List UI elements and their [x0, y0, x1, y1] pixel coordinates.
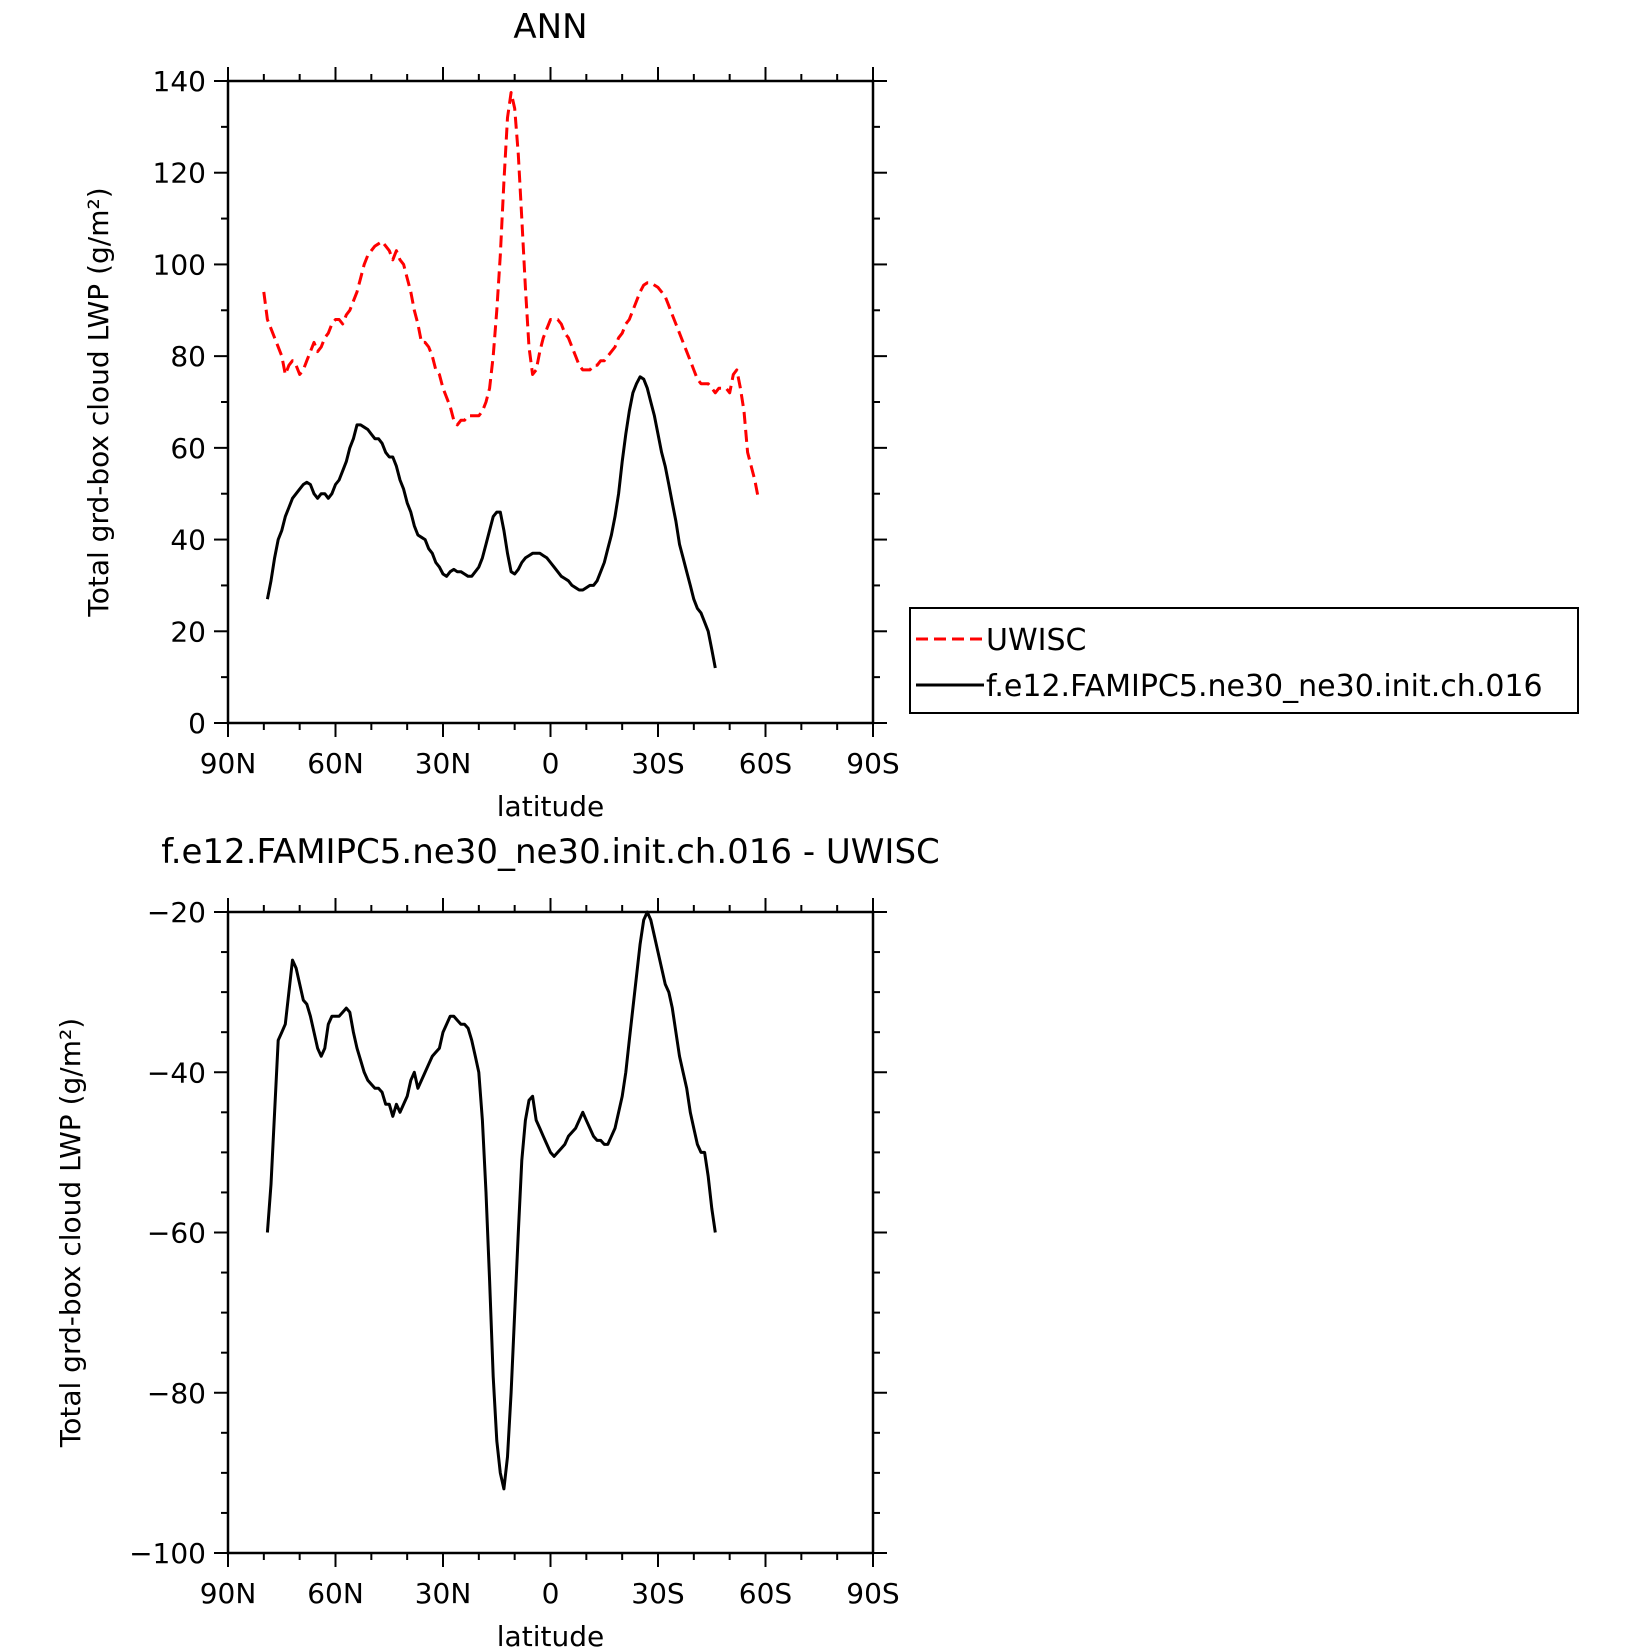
series-line-1 — [265, 375, 717, 669]
x-axis-label: latitude — [497, 790, 604, 823]
series-line-0 — [265, 910, 717, 1491]
y-tick-label: 120 — [153, 157, 206, 190]
x-tick-label: 30N — [415, 1577, 472, 1610]
x-tick-label: 0 — [542, 1577, 560, 1610]
x-tick-label: 0 — [542, 747, 560, 780]
x-tick-label: 30S — [631, 747, 684, 780]
x-tick-label: 90S — [846, 1577, 899, 1610]
y-tick-label: 100 — [153, 248, 206, 281]
x-tick-label: 60S — [739, 747, 792, 780]
legend-label-1: f.e12.FAMIPC5.ne30_ne30.init.ch.016 — [986, 669, 1543, 704]
x-tick-label: 90N — [200, 747, 257, 780]
legend: UWISC f.e12.FAMIPC5.ne30_ne30.init.ch.016 — [909, 607, 1579, 714]
y-tick-label: −100 — [129, 1537, 206, 1570]
y-tick-label: −20 — [147, 896, 206, 929]
series-line-0 — [262, 91, 760, 499]
x-tick-label: 30S — [631, 1577, 684, 1610]
y-tick-label: −40 — [147, 1056, 206, 1089]
bottom-panel-chart: f.e12.FAMIPC5.ne30_ne30.init.ch.016 - UW… — [54, 832, 940, 1652]
chart-title: f.e12.FAMIPC5.ne30_ne30.init.ch.016 - UW… — [161, 832, 940, 872]
y-tick-label: 20 — [170, 615, 206, 648]
y-tick-label: 140 — [153, 65, 206, 98]
y-tick-label: 60 — [170, 432, 206, 465]
y-axis-label: Total grd-box cloud LWP (g/m²) — [82, 187, 115, 617]
plot-frame — [226, 79, 875, 725]
chart-title: ANN — [513, 7, 587, 47]
x-tick-label: 30N — [415, 747, 472, 780]
y-axis-label: Total grd-box cloud LWP (g/m²) — [54, 1018, 87, 1448]
top-panel-chart: ANN 0 20 40 60 80 100 120 140 90N 60N 30N 0 30S 60S 90S… — [82, 7, 900, 823]
x-tick-label: 60N — [307, 1577, 364, 1610]
x-tick-label: 90S — [846, 747, 899, 780]
x-tick-label: 60N — [307, 747, 364, 780]
y-tick-label: 0 — [188, 707, 206, 740]
y-tick-label: 40 — [170, 524, 206, 557]
plot-frame — [226, 910, 875, 1555]
x-axis-label: latitude — [497, 1620, 604, 1652]
legend-box — [909, 607, 1579, 714]
y-tick-label: 80 — [170, 340, 206, 373]
x-tick-label: 60S — [739, 1577, 792, 1610]
y-tick-label: −80 — [147, 1377, 206, 1410]
x-tick-label: 90N — [200, 1577, 257, 1610]
y-tick-label: −60 — [147, 1217, 206, 1250]
legend-label-0: UWISC — [986, 623, 1086, 658]
